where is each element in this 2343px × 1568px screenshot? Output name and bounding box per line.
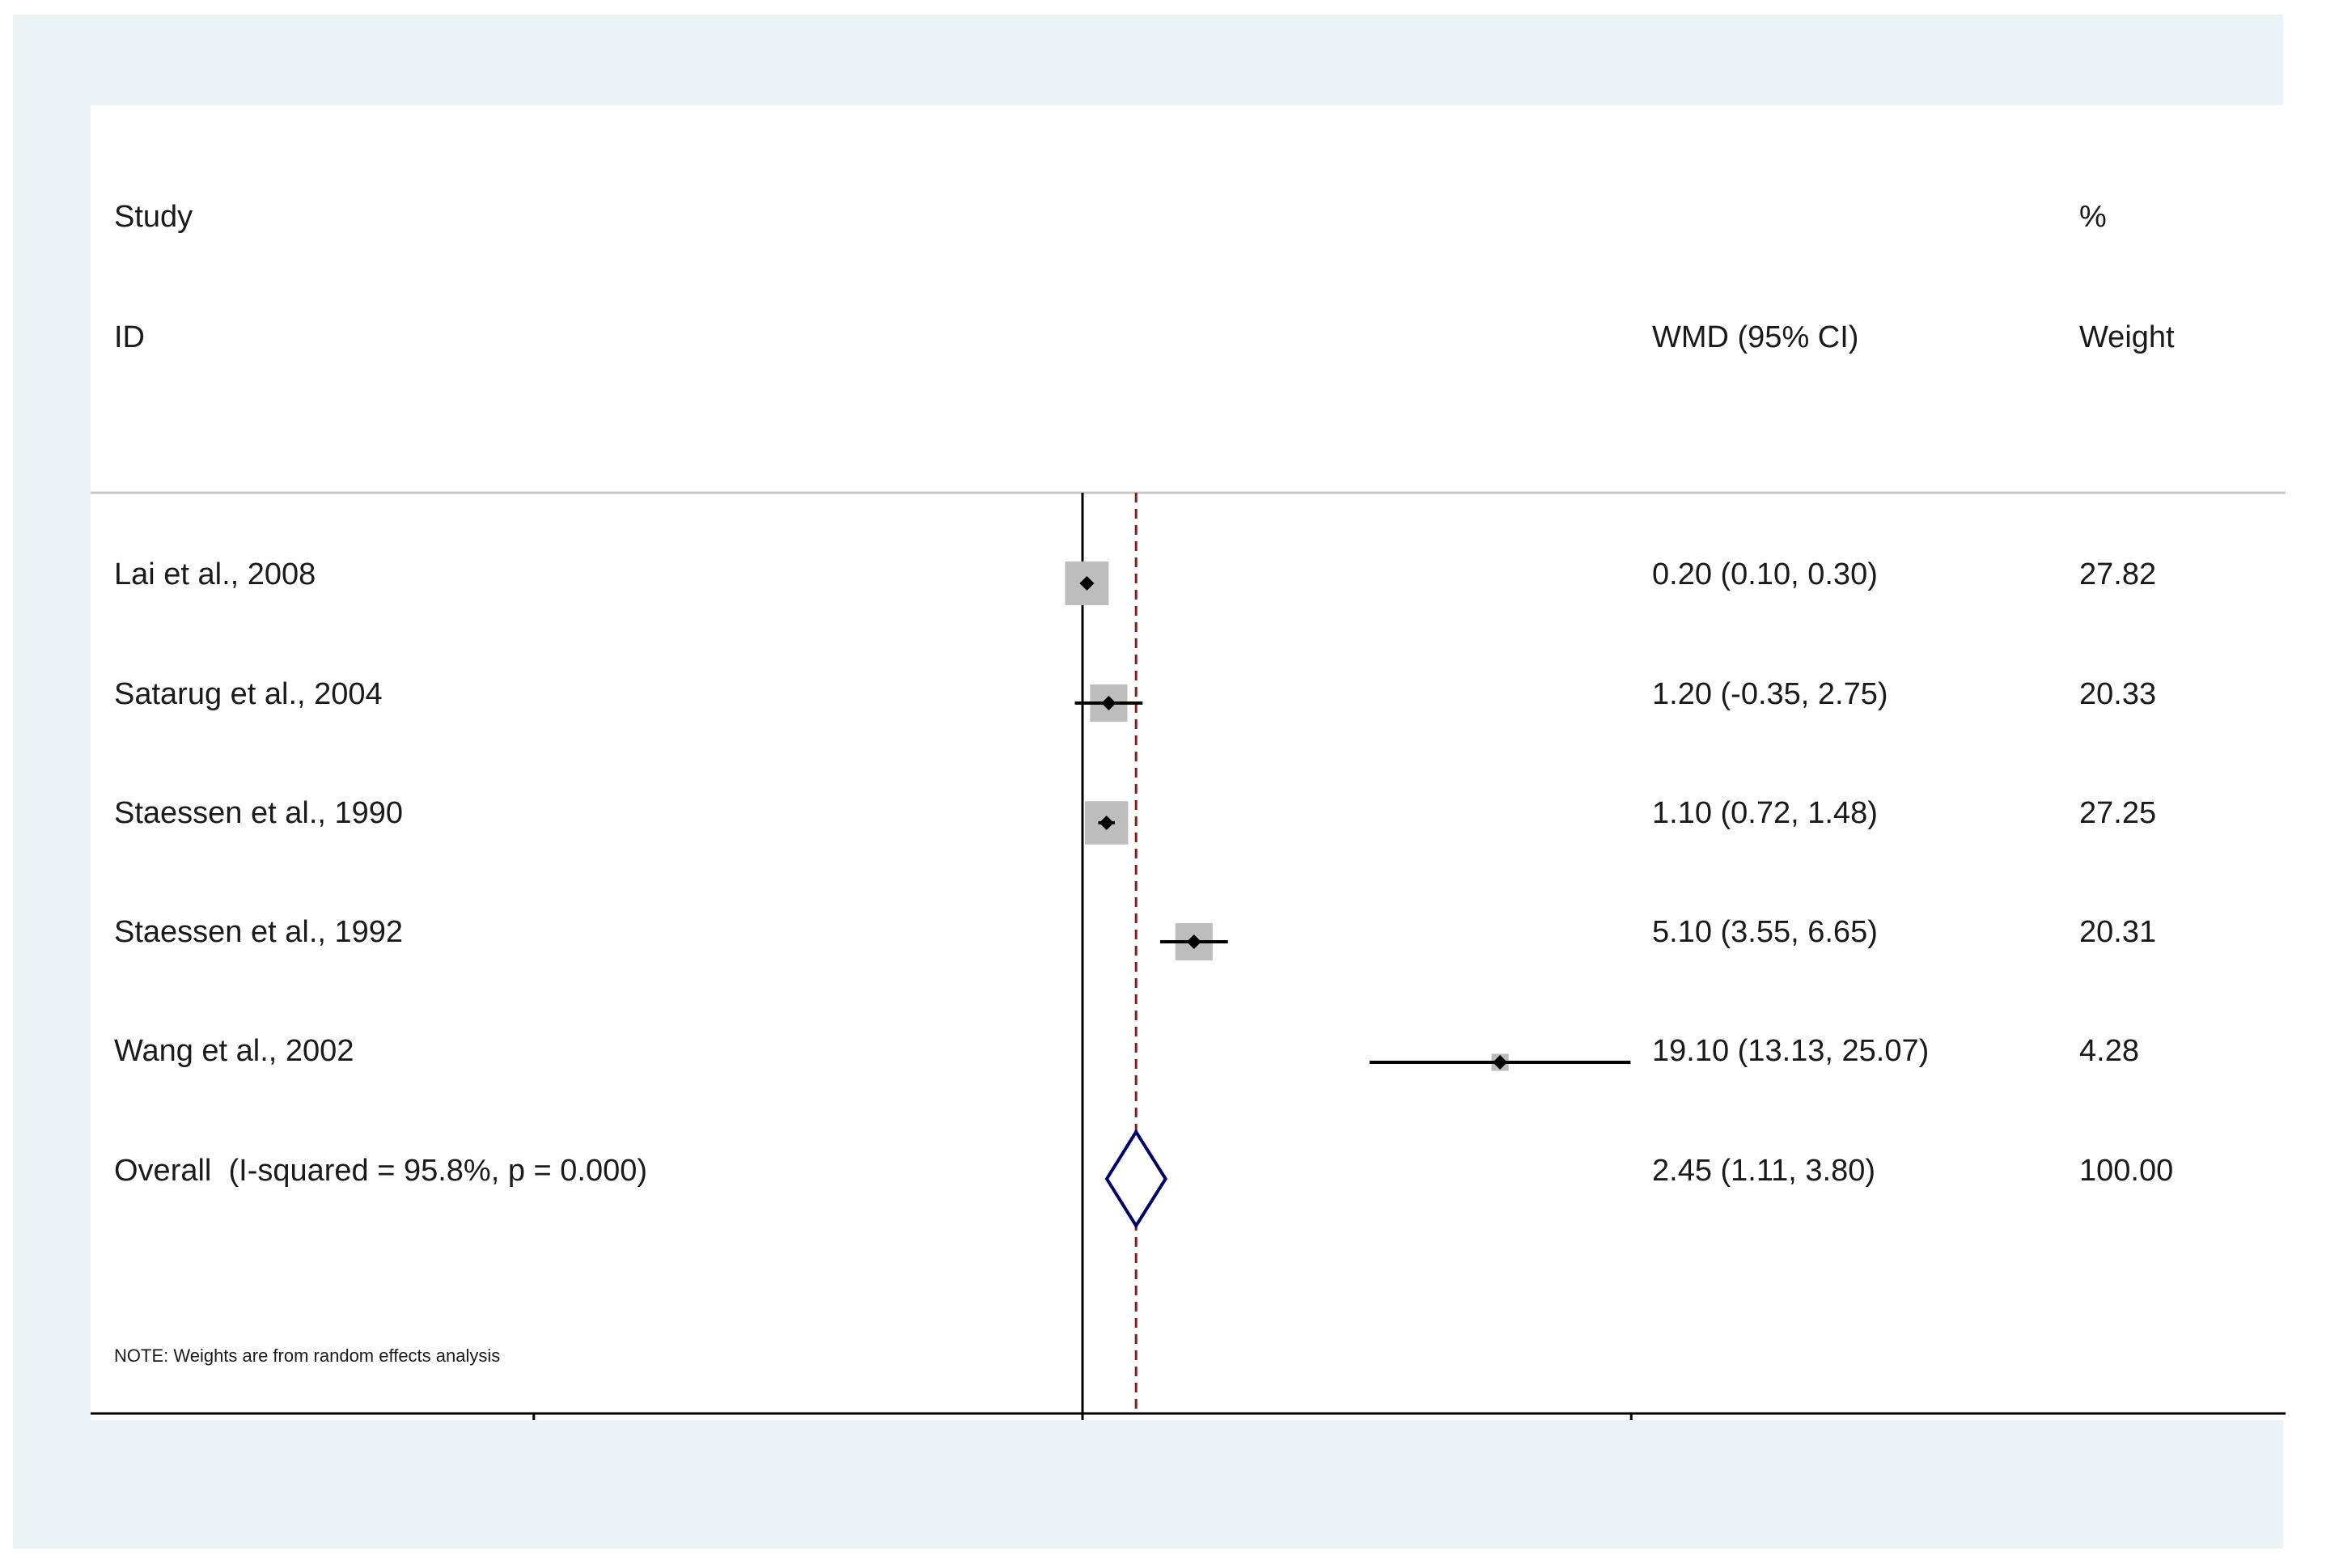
plot-panel: Study ID WMD (95% CI) % Weight Lai et al… — [91, 105, 2286, 1420]
study-ci-text: 19.10 (13.13, 25.07) — [1652, 1034, 1929, 1068]
point-estimate — [1186, 934, 1201, 949]
figure-frame: Study ID WMD (95% CI) % Weight Lai et al… — [13, 15, 2286, 1549]
header-weight-percent: % — [2079, 200, 2107, 234]
study-label: Lai et al., 2008 — [114, 557, 316, 591]
study-weight: 20.33 — [2079, 677, 2156, 711]
study-ci-text: 1.10 (0.72, 1.48) — [1652, 796, 1878, 830]
study-ci-text: 1.20 (-0.35, 2.75) — [1652, 677, 1888, 711]
study-weight: 27.82 — [2079, 557, 2156, 591]
study-row: Staessen et al., 1990 1.10 (0.72, 1.48) … — [114, 796, 2156, 845]
header-study: Study — [114, 200, 193, 234]
forest-plot: Study ID WMD (95% CI) % Weight Lai et al… — [91, 200, 2286, 1420]
study-label: Satarug et al., 2004 — [114, 677, 383, 711]
study-ci-text: 0.20 (0.10, 0.30) — [1652, 557, 1878, 591]
note-text: NOTE: Weights are from random effects an… — [114, 1346, 500, 1366]
study-weight: 20.31 — [2079, 915, 2156, 949]
overall-label: Overall (I-squared = 95.8%, p = 0.000) — [114, 1154, 647, 1188]
point-estimate — [1493, 1055, 1508, 1070]
study-row: Staessen et al., 1992 5.10 (3.55, 6.65) … — [114, 915, 2156, 961]
study-row: Wang et al., 2002 19.10 (13.13, 25.07) 4… — [114, 1034, 2139, 1071]
header-id: ID — [114, 320, 145, 354]
point-estimate — [1101, 696, 1116, 710]
overall-diamond — [1104, 1129, 1168, 1229]
study-weight: 27.25 — [2079, 796, 2156, 830]
study-ci-text: 5.10 (3.55, 6.65) — [1652, 915, 1878, 949]
header-weight: Weight — [2079, 320, 2175, 354]
overall-weight: 100.00 — [2079, 1154, 2173, 1188]
study-label: Staessen et al., 1990 — [114, 796, 403, 830]
point-estimate — [1099, 816, 1114, 830]
overall-ci-text: 2.45 (1.11, 3.80) — [1652, 1154, 1875, 1188]
header-effect-label: WMD (95% CI) — [1652, 320, 1858, 354]
x-axis-ticks: -25.1025.1 — [532, 1413, 1633, 1420]
study-row: Lai et al., 2008 0.20 (0.10, 0.30) 27.82 — [114, 557, 2156, 605]
study-weight: 4.28 — [2079, 1034, 2139, 1068]
study-row: Satarug et al., 2004 1.20 (-0.35, 2.75) … — [114, 677, 2156, 723]
overall-row: Overall (I-squared = 95.8%, p = 0.000) 2… — [114, 1129, 2173, 1229]
point-estimate — [1079, 576, 1095, 591]
study-label: Wang et al., 2002 — [114, 1034, 354, 1068]
study-label: Staessen et al., 1992 — [114, 915, 403, 949]
